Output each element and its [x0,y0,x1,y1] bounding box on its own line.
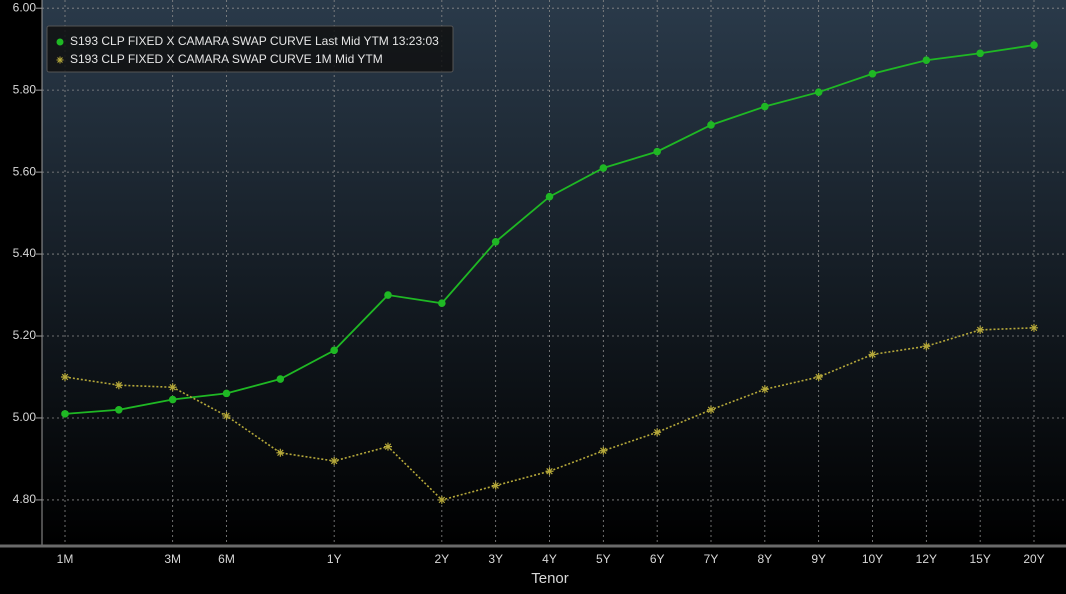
data-point [707,405,715,414]
x-tick-label: 3M [164,552,181,566]
legend: S193 CLP FIXED X CAMARA SWAP CURVE Last … [46,25,454,73]
data-point [168,383,177,392]
data-point [599,164,608,172]
data-point [653,147,661,156]
data-point [222,411,231,420]
plot-area [42,0,1066,545]
data-point [330,456,339,465]
data-point [330,346,338,355]
x-tick-label: 1M [57,552,74,566]
y-tick-label: 5.40 [13,246,37,260]
data-point [1030,323,1038,332]
y-tick-label: 4.80 [13,492,37,506]
data-point [868,350,877,359]
x-axis-title: Tenor [531,570,569,587]
y-tick-label: 5.00 [13,410,37,424]
data-point [61,410,69,418]
x-tick-label: 3Y [488,552,503,566]
data-point [491,481,500,490]
data-point [545,192,554,201]
x-tick-label: 10Y [862,552,883,566]
data-point [1030,41,1038,49]
data-point [384,442,392,451]
x-tick-label: 12Y [916,552,937,566]
data-point [922,56,931,65]
data-point [276,375,285,383]
x-tick-label: 1Y [327,552,342,566]
x-tick-label: 2Y [434,552,449,566]
data-point [814,372,823,381]
data-point [976,49,984,58]
data-point [276,448,285,457]
data-point [61,372,69,381]
data-point [168,395,177,404]
legend-box [46,25,454,73]
x-tick-label: 9Y [811,552,826,566]
y-tick-label: 6.00 [13,0,37,14]
data-point [761,102,769,111]
data-point [760,385,769,394]
legend-marker [56,38,64,46]
data-point [114,381,123,390]
data-point [814,88,823,96]
data-point [599,446,608,455]
legend-label: S193 CLP FIXED X CAMARA SWAP CURVE Last … [70,34,439,48]
legend-label: S193 CLP FIXED X CAMARA SWAP CURVE 1M Mi… [70,52,383,66]
x-tick-label: 6Y [650,552,665,566]
data-point [384,291,392,299]
data-point [115,405,123,414]
data-point [491,237,500,246]
data-point [868,69,877,78]
y-tick-label: 5.60 [13,164,37,178]
data-point [545,467,554,476]
y-tick-label: 5.20 [13,328,37,342]
x-tick-label: 5Y [596,552,611,566]
x-tick-label: 4Y [542,552,557,566]
x-tick-label: 15Y [969,552,990,566]
x-tick-label: 6M [218,552,235,566]
data-point [222,389,231,398]
data-point [438,299,446,308]
x-tick-label: 7Y [704,552,719,566]
x-tick-label: 8Y [757,552,772,566]
data-point [653,428,662,437]
data-point [976,325,985,334]
data-point [437,495,446,504]
x-tick-label: 20Y [1023,552,1044,566]
legend-marker [56,56,64,64]
data-point [922,342,931,351]
y-tick-label: 5.80 [13,82,37,96]
data-point [707,121,715,129]
